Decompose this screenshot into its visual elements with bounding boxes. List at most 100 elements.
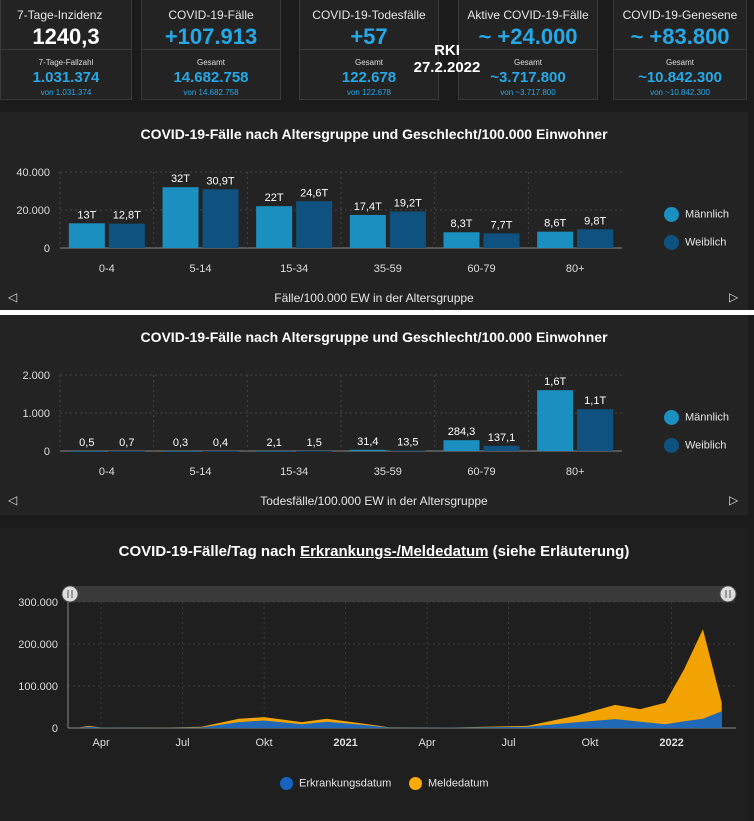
kpi-separator [1,49,131,50]
kpi-sub-value: 122.678 [341,69,397,86]
kpi-sub-value: ~3.717.800 [490,69,566,86]
bar-weiblich [483,445,520,451]
bar-männlich [68,450,105,452]
bar-männlich [349,449,386,451]
legend-male[interactable]: Männlich [664,207,729,222]
bar-männlich [349,214,386,248]
bar-männlich [537,390,574,451]
y-tick-label: 40.000 [16,167,50,179]
bar-weiblich [108,450,145,452]
y-tick-label: 200.000 [18,639,58,651]
kpi-value: 1240,3 [32,24,100,49]
rki-date-block: RKI 27.2.2022 [404,42,490,76]
data-label: 17,4T [354,201,382,213]
category-label: 60-79 [467,466,495,478]
deaths-x-label: Todesfälle/100.000 EW in der Altersgrupp… [260,494,488,508]
y-tick-label: 0 [44,243,50,255]
x-tick-label: Jul [502,737,516,749]
bar-weiblich [296,201,333,248]
bar-weiblich [389,450,426,452]
kpi-card-3[interactable]: Aktive COVID-19-Fälle ~ +24.000 Gesamt ~3.7… [458,0,598,100]
legend-male-deaths[interactable]: Männlich [664,410,729,425]
bar-männlich [256,206,293,248]
kpi-separator [300,49,438,50]
kpi-card-2[interactable]: COVID-19-Todesfälle +57 Gesamt 122.678 von 1… [299,0,439,100]
data-label: 31,4 [357,436,378,448]
melde-swatch-icon [409,777,422,790]
data-label: 0,5 [79,437,94,449]
data-label: 13,5 [397,436,418,448]
male-swatch-icon [664,410,679,425]
panel-divider [0,310,754,315]
erkrankung-link[interactable]: Erkrankungs-/ [300,543,401,560]
kpi-sub-note: von ~3.717.800 [500,88,556,97]
meldedatum-area [76,629,722,728]
data-label: 0,4 [213,437,228,449]
category-label: 15-34 [280,263,308,275]
erkrankungsdatum-area [76,711,722,728]
category-label: 5-14 [189,466,211,478]
x-tick-label: Apr [419,737,436,749]
kpi-card-4[interactable]: COVID-19-Genesene ~ +83.800 Gesamt ~10.842.… [613,0,747,100]
legend-female[interactable]: Weiblich [664,235,726,250]
kpi-card-0[interactable]: 7-Tage-Inzidenz 1240,3 7-Tage-Fallzahl 1.03… [0,0,132,100]
data-label: 30,9T [206,175,234,187]
range-handle-icon [719,585,737,603]
kpi-value: +57 [350,24,388,49]
kpi-title: 7-Tage-Inzidenz [17,8,103,22]
deaths-age-chart: 0 1.000 2.000 0-4 0,5 0,7 5-14 0,3 0,4 15-34 2,1 1,… [22,370,622,478]
y-tick-label: 20.000 [16,205,50,217]
kpi-title: COVID-19-Todesfälle [312,8,426,22]
data-label: 8,6T [544,218,566,230]
next-arrow-icon[interactable]: ▷ [729,290,739,304]
kpi-sub-title: Gesamt [354,58,383,67]
daily-cases-panel: COVID-19-Fälle/Tag nach Erkrankungs-/Mel… [0,528,748,821]
kpi-sub-title: Gesamt [196,58,225,67]
legend-erkrankung[interactable]: Erkrankungsdatum [280,777,391,790]
bar-weiblich [483,233,520,248]
y-tick-label: 2.000 [22,370,50,382]
legend-melde[interactable]: Meldedatum [409,777,489,790]
kpi-sub-value: 14.682.758 [173,69,249,86]
data-label: 0,7 [119,437,134,449]
category-label: 80+ [566,466,585,478]
cases-x-label: Fälle/100.000 EW in der Altersgruppe [274,291,474,305]
kpi-separator [142,49,280,50]
category-label: 0-4 [99,263,115,275]
bar-weiblich [202,450,239,452]
legend-female-deaths[interactable]: Weiblich [664,438,726,453]
data-label: 32T [171,173,190,185]
bar-weiblich [108,223,145,248]
data-label: 0,3 [173,437,188,449]
prev-arrow-icon[interactable]: ◁ [8,290,18,304]
deaths-chart-title: COVID-19-Fälle nach Altersgruppe und Ges… [140,329,608,345]
x-tick-label: Okt [582,737,599,749]
data-label: 19,2T [394,198,422,210]
cases-chart-title: COVID-19-Fälle nach Altersgruppe und Ges… [140,126,608,142]
data-label: 22T [265,192,284,204]
x-tick-label: 2021 [333,737,357,749]
bar-männlich [68,223,105,248]
category-label: 15-34 [280,466,308,478]
bar-männlich [162,450,199,452]
daily-chart-title: COVID-19-Fälle/Tag nach Erkrankungs-/Mel… [118,543,630,560]
rki-label: RKI [434,42,460,59]
kpi-title: Aktive COVID-19-Fälle [467,8,589,22]
kpi-separator [614,49,746,50]
y-tick-label: 100.000 [18,681,58,693]
bar-männlich [443,232,480,248]
bar-weiblich [577,229,614,248]
kpi-sub-note: von 1.031.374 [40,88,92,97]
kpi-card-1[interactable]: COVID-19-Fälle +107.913 Gesamt 14.682.758 vo… [141,0,281,100]
category-label: 35-59 [374,466,402,478]
next-arrow-icon[interactable]: ▷ [729,493,739,507]
female-swatch-icon [664,438,679,453]
prev-arrow-icon[interactable]: ◁ [8,493,18,507]
meldedatum-link[interactable]: Meldedatum [400,543,489,560]
range-handle-icon [61,585,79,603]
report-date: 27.2.2022 [413,59,481,76]
kpi-sub-value: 1.031.374 [32,69,100,86]
data-label: 284,3 [448,426,476,438]
daily-cases-chart: 0 100.000 200.000 300.000 Apr Jul Okt 2021 Apr Ju… [18,585,737,749]
kpi-sub-note: von ~10.842.300 [650,88,710,97]
